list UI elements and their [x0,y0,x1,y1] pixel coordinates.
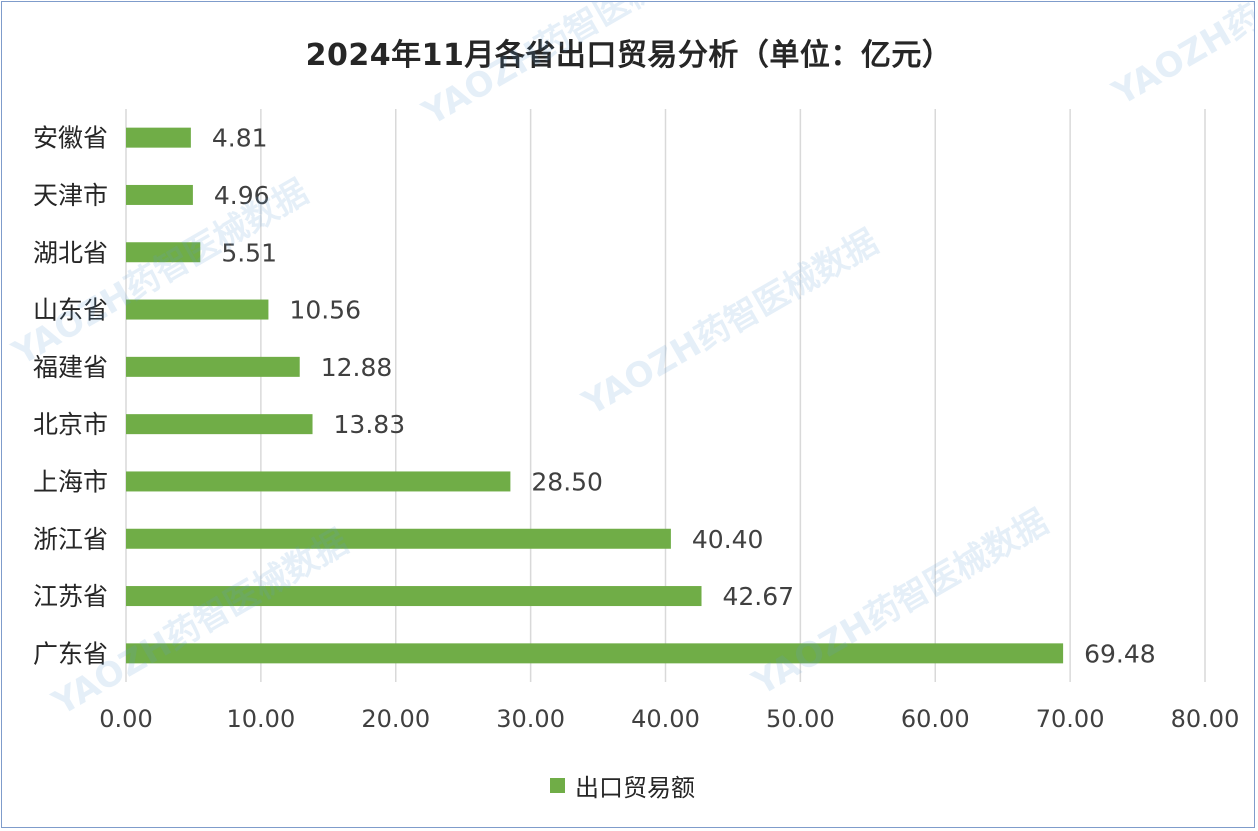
bar [126,528,671,549]
legend: 出口贸易额 [550,768,695,803]
bar [126,127,191,148]
data-label: 42.67 [723,582,795,611]
data-label: 4.96 [214,181,270,210]
data-label: 40.40 [692,525,764,554]
x-tick-label: 40.00 [631,705,700,733]
data-label: 13.83 [334,410,406,439]
x-tick-label: 50.00 [766,705,835,733]
bar [126,586,702,607]
data-label: 28.50 [531,467,603,496]
x-tick-label: 80.00 [1171,705,1240,733]
y-tick-label: 安徽省 [33,124,108,153]
data-label: 5.51 [221,238,277,267]
bar [126,643,1064,664]
data-label: 69.48 [1084,639,1156,668]
x-tick-label: 30.00 [496,705,565,733]
y-tick-label: 湖北省 [33,238,108,267]
data-label: 4.81 [212,124,268,153]
bar [126,242,201,263]
bar [126,299,269,320]
y-tick-label: 上海市 [33,467,108,496]
y-tick-label: 浙江省 [33,525,108,554]
bar [126,356,300,377]
bar [126,471,511,492]
bar [126,414,313,435]
x-tick-label: 60.00 [901,705,970,733]
labels-layer: 0.00 10.00 20.00 30.00 40.00 50.00 60.00 70.00 8… [33,124,1239,733]
y-tick-label: 天津市 [33,181,108,210]
y-tick-label: 广东省 [33,639,108,668]
y-tick-label: 江苏省 [33,582,108,611]
bar [126,184,193,205]
data-label: 10.56 [289,296,361,325]
y-tick-label: 山东省 [33,296,108,325]
legend-label: 出口贸易额 [575,774,695,802]
y-tick-label: 北京市 [33,410,108,439]
bars-layer [126,127,1064,664]
legend-swatch [550,778,565,793]
chart-title: 2024年11月各省出口贸易分析（单位：亿元） [305,38,953,73]
x-tick-label: 70.00 [1036,705,1105,733]
x-tick-label: 10.00 [227,705,296,733]
y-tick-label: 福建省 [33,353,108,382]
x-tick-label: 20.00 [361,705,430,733]
x-tick-label: 0.00 [99,705,152,733]
data-label: 12.88 [321,353,393,382]
